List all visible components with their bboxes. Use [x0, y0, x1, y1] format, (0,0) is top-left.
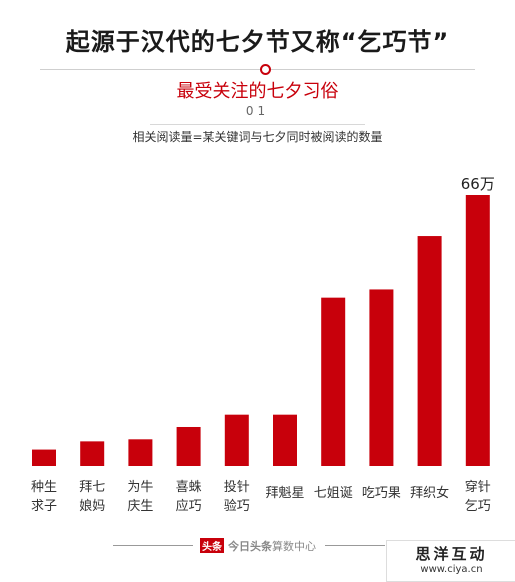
toutiao-logo: 头条: [200, 538, 224, 553]
title-divider: [40, 69, 475, 70]
category-label-2-1: 拜七: [79, 480, 105, 495]
category-label-6-1: 拜魁星: [265, 485, 304, 501]
category-label-10-2: 乞巧: [465, 499, 491, 514]
category-label-5-1: 投针: [224, 479, 250, 495]
bar-3: [128, 439, 153, 466]
bar-4: [176, 426, 201, 466]
bar-8: [369, 289, 394, 466]
data-label-10: 66万: [461, 175, 495, 193]
chart-note: 相关阅读量=某关键词与七夕同时被阅读的数量: [132, 130, 383, 144]
category-label-9-1: 拜织女: [410, 485, 449, 501]
category-label-4-1: 喜蛛: [176, 480, 202, 495]
bar-10: [465, 195, 490, 466]
category-label-1-1: 种生: [31, 480, 57, 495]
category-label-2-2: 娘妈: [79, 499, 105, 514]
category-label-3-1: 为牛: [127, 480, 153, 495]
bar-2: [80, 441, 105, 466]
category-label-8-1: 吃巧果: [362, 485, 401, 501]
footer-brand: 今日头条: [228, 540, 272, 553]
category-label-3-2: 庆生: [127, 499, 153, 514]
bar-6: [273, 414, 297, 466]
footer-line-left: [113, 545, 193, 546]
section-number: 01: [245, 104, 270, 118]
bar-1: [32, 449, 56, 466]
footer-line-right: [325, 545, 385, 546]
category-label-10-1: 穿针: [465, 479, 491, 495]
watermark-title: 思洋互动: [415, 545, 488, 563]
watermark: 思洋互动 www.ciya.cn: [386, 540, 515, 582]
bar-7: [321, 297, 346, 466]
category-label-5-2: 验巧: [224, 498, 250, 514]
category-label-4-2: 应巧: [176, 498, 202, 514]
watermark-url: www.ciya.cn: [420, 564, 483, 575]
divider-ring-icon: [260, 64, 271, 75]
footer-text: 算数中心: [272, 540, 316, 553]
footer-credit: 头条 今日头条算数中心: [200, 538, 316, 554]
category-label-7-1: 七姐诞: [314, 486, 353, 501]
chart-subtitle: 最受关注的七夕习俗: [176, 81, 339, 102]
chart-title: 起源于汉代的七夕节又称“乞巧节”: [65, 28, 450, 56]
bar-5: [224, 414, 249, 466]
bar-9: [417, 236, 442, 466]
category-label-1-2: 求子: [31, 499, 57, 514]
number-divider: [150, 124, 365, 125]
